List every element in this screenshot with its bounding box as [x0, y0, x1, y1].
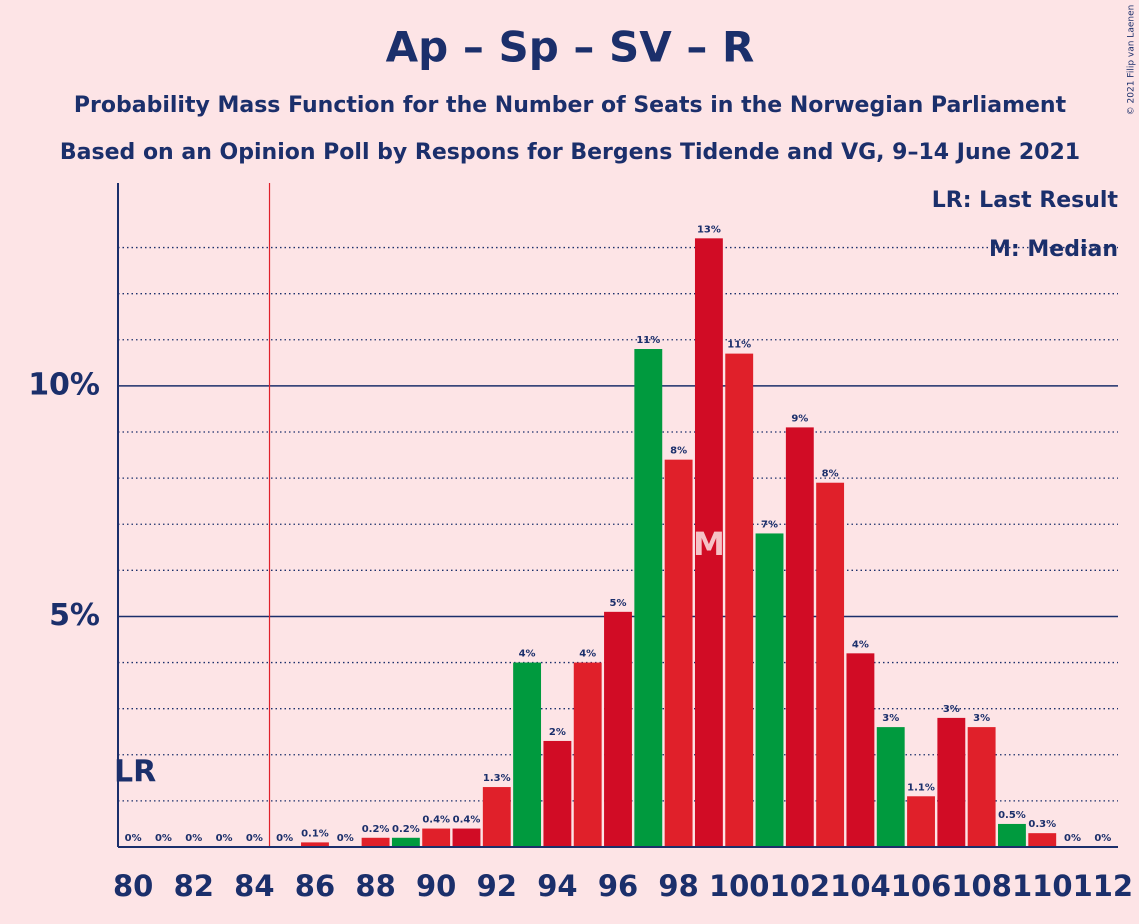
value-label: 2%: [549, 727, 566, 738]
chart-title: Ap – Sp – SV – R: [386, 23, 755, 72]
x-tick-label: 110: [1012, 869, 1073, 903]
value-label: 5%: [610, 598, 627, 609]
bar: [482, 787, 511, 847]
value-label: 8%: [822, 469, 839, 480]
value-label: 0.2%: [362, 824, 390, 835]
value-label: 0%: [337, 833, 354, 844]
legend-entry: LR: Last Result: [932, 188, 1119, 213]
x-tick-label: 94: [537, 869, 577, 903]
bar: [876, 727, 905, 847]
copyright: © 2021 Filip van Laenen: [1127, 5, 1137, 116]
value-label: 0%: [155, 833, 172, 844]
bar: [967, 727, 996, 847]
x-tick-label: 86: [295, 869, 335, 903]
chart-subtitle: Probability Mass Function for the Number…: [74, 93, 1067, 118]
value-label: 0.2%: [392, 824, 420, 835]
chart-subtitle: Based on an Opinion Poll by Respons for …: [60, 140, 1080, 165]
bar: [998, 823, 1026, 847]
value-label: 0.5%: [998, 810, 1026, 821]
bar: [816, 482, 845, 847]
value-label: 13%: [697, 224, 721, 235]
value-label: 0%: [185, 833, 202, 844]
x-tick-label: 96: [598, 869, 638, 903]
legend-entry: M: Median: [989, 237, 1118, 262]
value-label: 0%: [1064, 833, 1081, 844]
value-label: 3%: [943, 704, 960, 715]
value-label: 0.4%: [422, 815, 450, 826]
bar: [785, 427, 814, 847]
x-tick-label: 104: [830, 869, 891, 903]
value-label: 9%: [791, 413, 808, 424]
bar: [361, 837, 390, 847]
bar: [573, 662, 602, 847]
bar: [634, 349, 663, 847]
value-label: 8%: [670, 446, 687, 457]
value-label: 0%: [246, 833, 263, 844]
value-label: 1.3%: [483, 773, 511, 784]
median-label: M: [693, 525, 725, 563]
y-tick-label: 5%: [49, 598, 100, 633]
value-label: 11%: [636, 335, 660, 346]
y-tick-label: 10%: [28, 367, 100, 402]
bar: [664, 459, 693, 847]
bar: [907, 796, 935, 847]
bar: [301, 842, 329, 847]
x-tick-label: 92: [477, 869, 517, 903]
value-label: 0.4%: [453, 815, 481, 826]
value-label: 0.3%: [1028, 819, 1056, 830]
x-tick-label: 82: [174, 869, 214, 903]
bar: [604, 611, 632, 847]
value-label: 0%: [1094, 833, 1111, 844]
bar: [422, 828, 451, 847]
x-tick-label: 88: [355, 869, 395, 903]
x-tick-label: 106: [891, 869, 952, 903]
x-tick-label: 80: [113, 869, 153, 903]
x-tick-label: 102: [770, 869, 831, 903]
x-tick-label: 100: [709, 869, 770, 903]
value-label: 7%: [761, 519, 778, 530]
bar: [846, 653, 875, 847]
x-tick-label: 112: [1073, 869, 1134, 903]
bar: [543, 740, 572, 847]
value-label: 0.1%: [301, 828, 329, 839]
value-label: 4%: [519, 649, 536, 660]
x-tick-label: 84: [234, 869, 274, 903]
bar: [1028, 833, 1057, 847]
value-label: 0%: [125, 833, 142, 844]
value-label: 0%: [216, 833, 233, 844]
bar: [452, 828, 481, 847]
x-tick-label: 98: [658, 869, 698, 903]
bar: [513, 662, 542, 847]
x-tick-label: 108: [951, 869, 1012, 903]
bar: [694, 238, 723, 848]
value-label: 1.1%: [907, 782, 935, 793]
value-label: 4%: [852, 639, 869, 650]
value-label: 3%: [973, 713, 990, 724]
value-label: 0%: [276, 833, 293, 844]
bar: [725, 353, 754, 847]
x-tick-label: 90: [416, 869, 456, 903]
value-label: 11%: [727, 340, 751, 351]
value-label: 4%: [579, 649, 596, 660]
value-label: 3%: [882, 713, 899, 724]
bar: [937, 717, 966, 847]
bar: [391, 837, 420, 847]
bar: [755, 533, 784, 847]
last-result-label: LR: [114, 755, 156, 790]
